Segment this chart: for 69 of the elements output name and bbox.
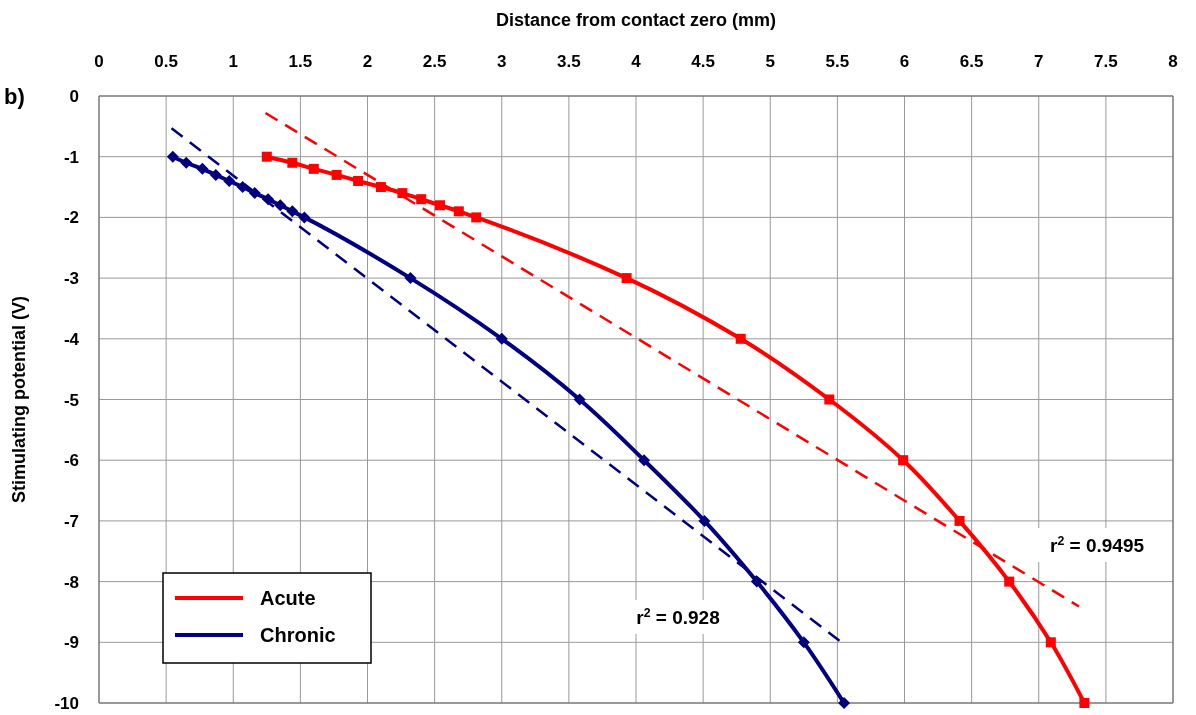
legend-label: Chronic (260, 624, 336, 646)
point (573, 393, 586, 406)
point (416, 194, 427, 205)
x-tick-label: 2 (362, 52, 373, 71)
point (495, 332, 508, 345)
y-tick-label: -9 (63, 633, 79, 653)
point (353, 175, 364, 186)
point (898, 455, 909, 466)
point (797, 636, 810, 649)
point (1079, 698, 1090, 708)
point (397, 188, 408, 199)
y-tick-label: 0 (69, 87, 79, 106)
point (1045, 637, 1056, 648)
x-tick-label: 4 (631, 52, 642, 71)
x-tick-label: 6 (899, 52, 910, 71)
legend-label: Acute (260, 587, 316, 609)
point (274, 199, 287, 212)
y-tick-label: -5 (63, 390, 79, 410)
y-tick-label: -8 (63, 572, 79, 592)
y-axis-title: Stimulating potential (V) (9, 296, 29, 503)
annotation: r$^{2}$ = 0.928 (636, 606, 720, 628)
y-tick-label: -3 (63, 269, 79, 289)
point (453, 206, 464, 217)
y-tick-label: -2 (63, 208, 79, 228)
x-tick-label: 7 (1034, 52, 1044, 71)
point (166, 150, 179, 163)
x-tick-label: 5 (765, 52, 775, 71)
point (1004, 576, 1015, 587)
point (435, 200, 445, 211)
x-tick-label: 8 (1168, 52, 1178, 71)
y-tick-label: -10 (54, 694, 79, 713)
point (331, 169, 342, 180)
point (209, 168, 222, 181)
point (698, 514, 711, 527)
x-tick-label: 0.5 (154, 52, 178, 71)
point (471, 212, 482, 223)
point (404, 272, 417, 285)
x-tick-label: 0 (94, 52, 104, 71)
point (375, 182, 386, 193)
y-tick-label: -7 (63, 511, 79, 531)
point (954, 515, 965, 526)
text: b) (4, 84, 25, 109)
annotation: r$^{2}$ = 0.9495 (1049, 534, 1145, 556)
x-tick-label: 4.5 (691, 52, 715, 71)
point (735, 333, 746, 344)
point (838, 697, 851, 709)
x-tick-label: 2.5 (422, 52, 447, 71)
point (298, 211, 311, 224)
x-tick-label: 3 (497, 52, 507, 71)
point (286, 205, 299, 218)
point (180, 156, 193, 169)
x-tick-label: 1 (228, 52, 238, 71)
y-tick-label: -1 (63, 147, 79, 167)
point (223, 174, 236, 187)
point (196, 162, 209, 175)
point (287, 157, 298, 168)
y-tick-label: -4 (63, 329, 80, 349)
point (308, 163, 319, 174)
point (261, 151, 272, 162)
point (824, 394, 835, 405)
x-tick-label: 3.5 (557, 52, 581, 71)
x-axis-title: Distance from contact zero (mm) (495, 10, 777, 30)
y-tick-label: -6 (63, 451, 79, 471)
x-tick-label: 6.5 (959, 52, 984, 71)
point (621, 273, 632, 284)
x-tick-label: 7.5 (1094, 52, 1118, 71)
point (638, 454, 651, 467)
x-tick-label: 5.5 (825, 52, 850, 71)
x-tick-label: 1.5 (288, 52, 313, 71)
